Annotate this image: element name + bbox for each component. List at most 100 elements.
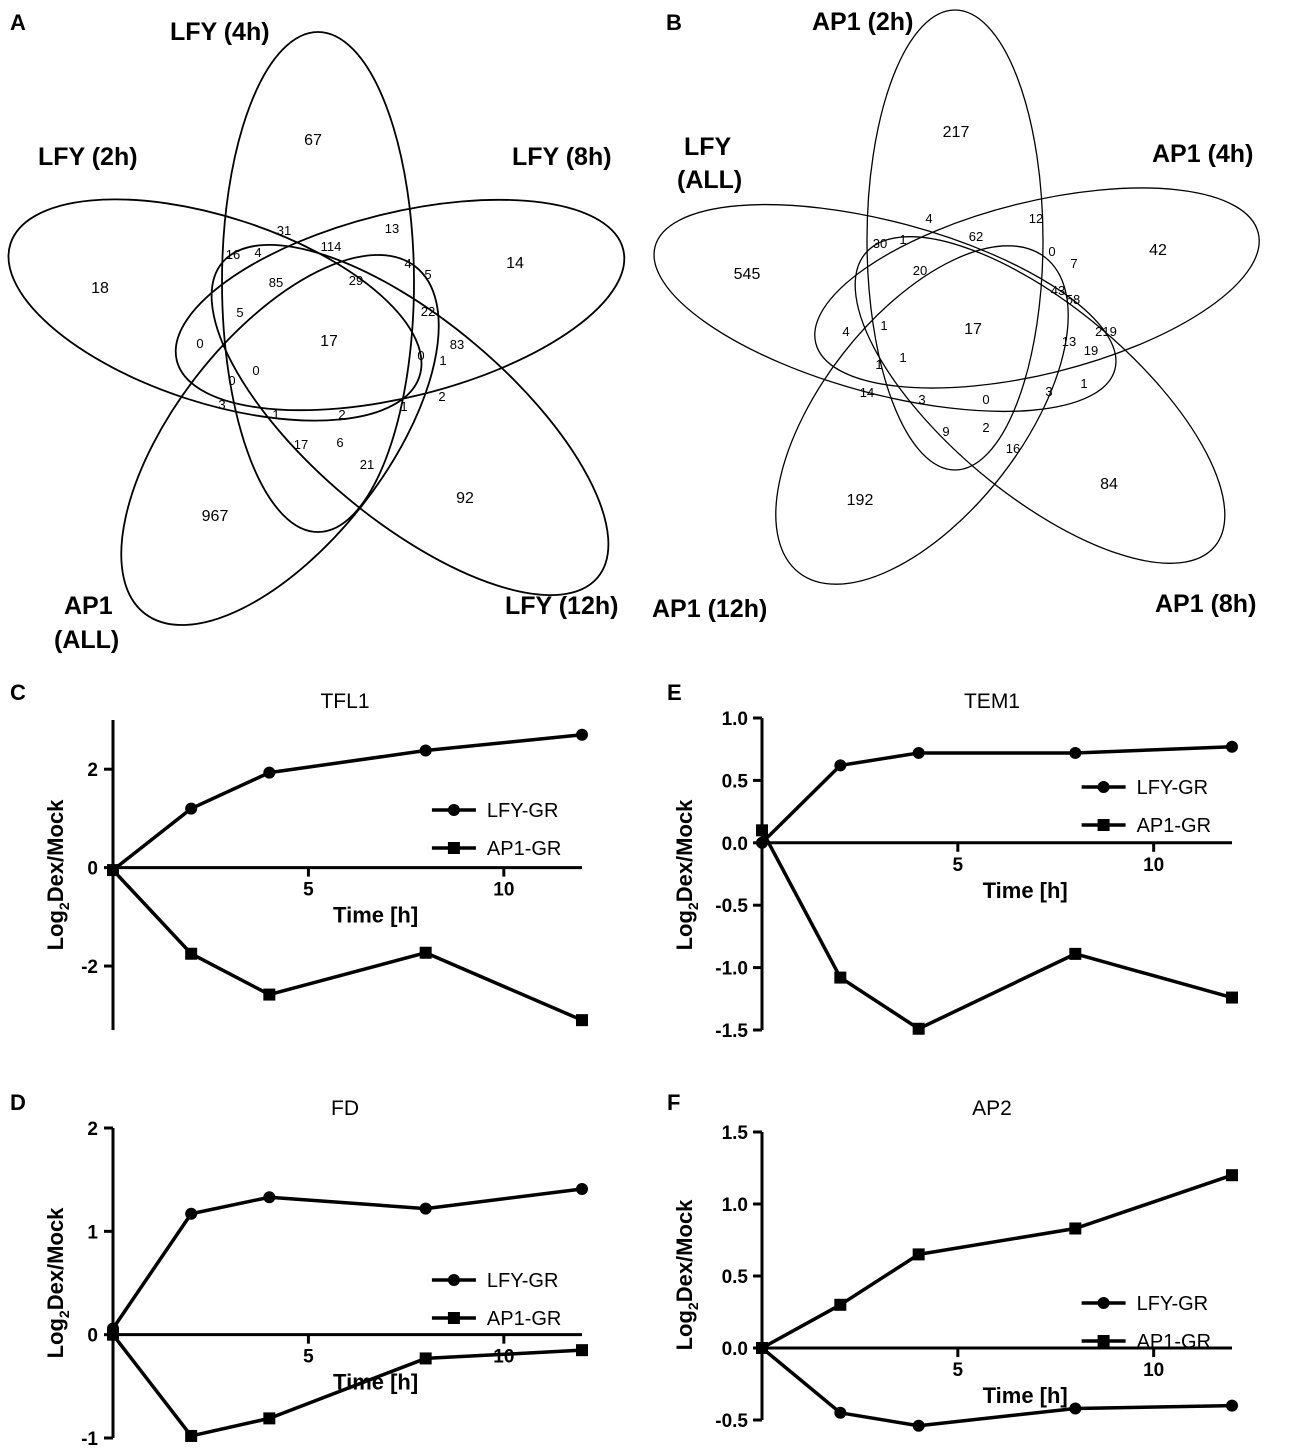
legend-label: LFY-GR (487, 1270, 559, 1292)
y-tick-label: 1 (87, 1222, 98, 1243)
venn-region-count: 42 (1149, 242, 1167, 259)
venn-b-label-lfyall-line2: (ALL) (677, 166, 742, 194)
data-point (576, 728, 588, 741)
chart-title: FD (331, 1097, 359, 1120)
venn-region-count: 18 (91, 280, 109, 297)
x-tick-label: 10 (1143, 855, 1164, 876)
venn-a-label-ap1all-line1: AP1 (64, 592, 113, 620)
venn-region-count: 114 (321, 239, 342, 254)
legend-label: LFY-GR (487, 800, 559, 822)
data-point (185, 802, 198, 815)
data-point (185, 1429, 198, 1442)
y-tick-label: 0.5 (722, 771, 749, 792)
legend-marker (1097, 1335, 1110, 1347)
panel-letter: F (667, 1090, 680, 1115)
data-point (1226, 991, 1238, 1004)
venn-region-count: 0 (196, 336, 203, 351)
x-tick-label: 5 (953, 1360, 964, 1381)
venn-b-label-ap1-4h: AP1 (4h) (1152, 140, 1253, 168)
venn-region-count: 0 (982, 392, 989, 407)
venn-region-count: 21 (360, 457, 374, 472)
y-tick-label: 0.5 (722, 1267, 749, 1288)
x-tick-label: 5 (953, 855, 964, 876)
venn-region-count: 545 (734, 266, 761, 283)
venn-region-count: 84 (1100, 476, 1118, 493)
venn-region-count: 1 (899, 350, 906, 365)
venn-region-count: 1 (875, 357, 882, 372)
venn-region-count: 967 (202, 508, 229, 525)
y-tick-label: 0 (87, 1326, 98, 1347)
venn-region-count: 1 (880, 318, 887, 333)
venn-a-ellipse-ap1all (120, 254, 440, 626)
venn-a-ellipse-lfy4 (221, 31, 415, 533)
y-axis-label: Log2Dex/Mock (672, 799, 701, 951)
venn-region-count: 219 (1095, 324, 1117, 339)
venn-b-label-ap1-8h: AP1 (8h) (1155, 590, 1256, 618)
y-axis-label: Log2Dex/Mock (43, 1207, 72, 1359)
data-point (263, 988, 276, 1001)
venn-region-count: 16 (1006, 441, 1020, 456)
venn-a-label-lfy2: LFY (2h) (38, 143, 138, 171)
panel-letter-a: A (10, 10, 26, 35)
venn-region-count: 1 (1080, 376, 1087, 391)
venn-b-ellipse-ap1-8h (854, 236, 1226, 564)
data-point (576, 1014, 588, 1027)
data-point (1069, 1222, 1082, 1235)
data-point (107, 864, 119, 877)
venn-region-count: 3 (918, 392, 925, 407)
legend-label: LFY-GR (1137, 777, 1209, 799)
panel-letter: D (10, 1090, 26, 1115)
venn-region-count: 4 (404, 256, 411, 271)
venn-region-count: 5 (236, 305, 243, 320)
x-tick-label: 10 (493, 1347, 514, 1368)
venn-region-count: 30 (873, 236, 887, 251)
venn-region-count: 0 (1048, 244, 1055, 259)
series-line-ap1-gr (761, 1173, 1233, 1350)
panel-letter-b: B (666, 10, 682, 35)
venn-region-count: 19 (1084, 343, 1098, 358)
venn-region-count: 7 (1070, 256, 1077, 271)
venn-region-count: 17 (320, 333, 338, 350)
venn-b-label-ap1-2h: AP1 (2h) (812, 8, 913, 36)
chart-title: TEM1 (964, 690, 1020, 713)
venn-b-ellipse-ap1-2h (866, 9, 1044, 471)
venn-region-count: 14 (860, 385, 874, 400)
venn-a: A LFY (4h) LFY (2h) LFY (8h) LFY (12h) A… (7, 10, 626, 654)
y-tick-label: 1.0 (722, 1195, 748, 1216)
venn-region-count: 29 (349, 273, 363, 288)
data-point (834, 1298, 847, 1311)
data-point (185, 1207, 198, 1220)
data-point (912, 1022, 925, 1035)
venn-region-count: 12 (1029, 211, 1043, 226)
panel-letter: C (10, 680, 26, 705)
panel-letter: E (667, 680, 682, 705)
data-point (1226, 740, 1238, 753)
venn-a-label-lfy4: LFY (4h) (170, 18, 270, 46)
x-axis-label: Time [h] (333, 1370, 418, 1395)
venn-region-count: 14 (506, 255, 524, 272)
x-tick-label: 5 (303, 1347, 314, 1368)
x-axis-label: Time [h] (983, 878, 1068, 903)
legend-label: AP1-GR (487, 838, 561, 860)
venn-region-count: 92 (456, 490, 474, 507)
data-point (419, 1202, 432, 1215)
venn-region-count: 1 (899, 232, 906, 247)
venn-a-label-lfy12: LFY (12h) (505, 592, 618, 620)
venn-region-count: 3 (1045, 384, 1052, 399)
venn-b: B AP1 (2h) LFY (ALL) AP1 (4h) AP1 (12h) … (652, 8, 1260, 623)
x-tick-label: 10 (493, 880, 514, 901)
data-point (912, 746, 925, 759)
legend-marker (1097, 1297, 1110, 1309)
venn-region-count: 22 (421, 304, 435, 319)
legend-label: LFY-GR (1137, 1293, 1209, 1315)
data-point (912, 1248, 925, 1261)
venn-region-count: 85 (269, 275, 283, 290)
data-point (576, 1344, 588, 1357)
venn-region-count: 9 (942, 424, 949, 439)
legend-label: AP1-GR (1137, 1331, 1211, 1353)
data-point (419, 946, 432, 959)
y-axis-label: Log2Dex/Mock (43, 799, 72, 951)
